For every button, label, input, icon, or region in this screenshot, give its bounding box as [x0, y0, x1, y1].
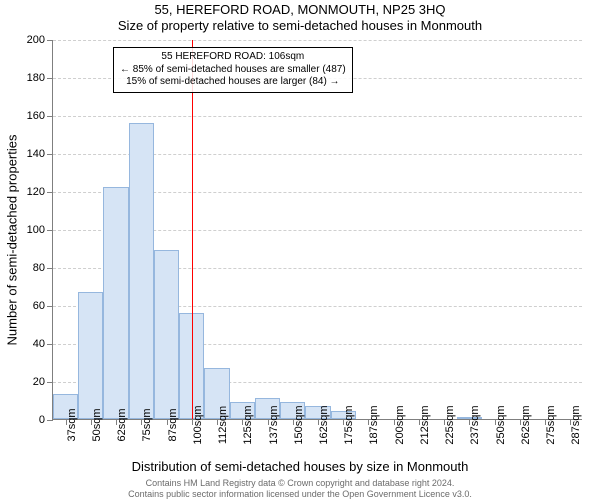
- x-tick-label: 225sqm: [444, 405, 456, 444]
- x-tick-label: 287sqm: [570, 405, 582, 444]
- x-tick-label: 200sqm: [394, 405, 406, 444]
- y-tick-label: 60: [33, 300, 45, 312]
- x-tick-label: 37sqm: [66, 408, 78, 441]
- x-tick-label: 250sqm: [495, 405, 507, 444]
- y-tick: [47, 268, 53, 269]
- x-tick-label: 87sqm: [167, 408, 179, 441]
- y-tick-label: 20: [33, 376, 45, 388]
- y-tick-label: 140: [27, 148, 45, 160]
- x-tick-label: 212sqm: [419, 405, 431, 444]
- annotation-line-3: 15% of semi-detached houses are larger (…: [120, 76, 346, 89]
- x-tick-label: 112sqm: [217, 406, 229, 444]
- y-tick: [47, 344, 53, 345]
- x-tick-label: 75sqm: [141, 408, 153, 441]
- x-tick-label: 150sqm: [293, 405, 305, 444]
- x-tick-label: 50sqm: [91, 408, 103, 441]
- x-axis-label: Distribution of semi-detached houses by …: [0, 459, 600, 474]
- histogram-bar: [129, 123, 154, 419]
- gridline-h: [53, 40, 582, 41]
- y-tick: [47, 40, 53, 41]
- y-tick-label: 200: [27, 34, 45, 46]
- x-tick-label: 62sqm: [116, 408, 128, 441]
- x-tick-label: 137sqm: [268, 405, 280, 444]
- x-tick-label: 162sqm: [318, 405, 330, 444]
- x-tick-label: 275sqm: [545, 405, 557, 444]
- y-tick: [47, 154, 53, 155]
- y-tick-label: 80: [33, 262, 45, 274]
- y-axis-label: Number of semi-detached properties: [5, 135, 20, 346]
- annotation-line-1: 55 HEREFORD ROAD: 106sqm: [120, 51, 346, 64]
- x-tick-label: 175sqm: [343, 405, 355, 444]
- y-tick: [47, 420, 53, 421]
- y-tick-label: 180: [27, 72, 45, 84]
- chart-title-line1: 55, HEREFORD ROAD, MONMOUTH, NP25 3HQ: [0, 2, 600, 17]
- y-tick: [47, 382, 53, 383]
- y-tick-label: 120: [27, 186, 45, 198]
- y-tick-label: 160: [27, 110, 45, 122]
- y-tick-label: 40: [33, 338, 45, 350]
- footer-line-1: Contains HM Land Registry data © Crown c…: [0, 478, 600, 488]
- y-tick: [47, 306, 53, 307]
- annotation-line-2: ← 85% of semi-detached houses are smalle…: [120, 64, 346, 77]
- x-tick-label: 100sqm: [192, 405, 204, 444]
- y-tick-label: 100: [27, 224, 45, 236]
- histogram-bar: [78, 292, 103, 419]
- x-tick-label: 262sqm: [520, 405, 532, 444]
- y-tick: [47, 230, 53, 231]
- annotation-box: 55 HEREFORD ROAD: 106sqm ← 85% of semi-d…: [113, 47, 353, 93]
- histogram-bar: [154, 250, 179, 419]
- x-tick-label: 237sqm: [469, 405, 481, 444]
- footer-line-2: Contains public sector information licen…: [0, 489, 600, 499]
- x-tick-label: 187sqm: [368, 405, 380, 444]
- plot-area: 02040608010012014016018020037sqm50sqm62s…: [52, 40, 582, 420]
- page-root: 55, HEREFORD ROAD, MONMOUTH, NP25 3HQ Si…: [0, 0, 600, 500]
- y-tick: [47, 78, 53, 79]
- chart-title-line2: Size of property relative to semi-detach…: [0, 18, 600, 33]
- reference-line: [192, 40, 193, 419]
- y-tick: [47, 116, 53, 117]
- y-tick: [47, 192, 53, 193]
- y-tick-label: 0: [39, 414, 45, 426]
- gridline-h: [53, 116, 582, 117]
- x-tick-label: 125sqm: [242, 405, 254, 444]
- histogram-bar: [103, 187, 128, 419]
